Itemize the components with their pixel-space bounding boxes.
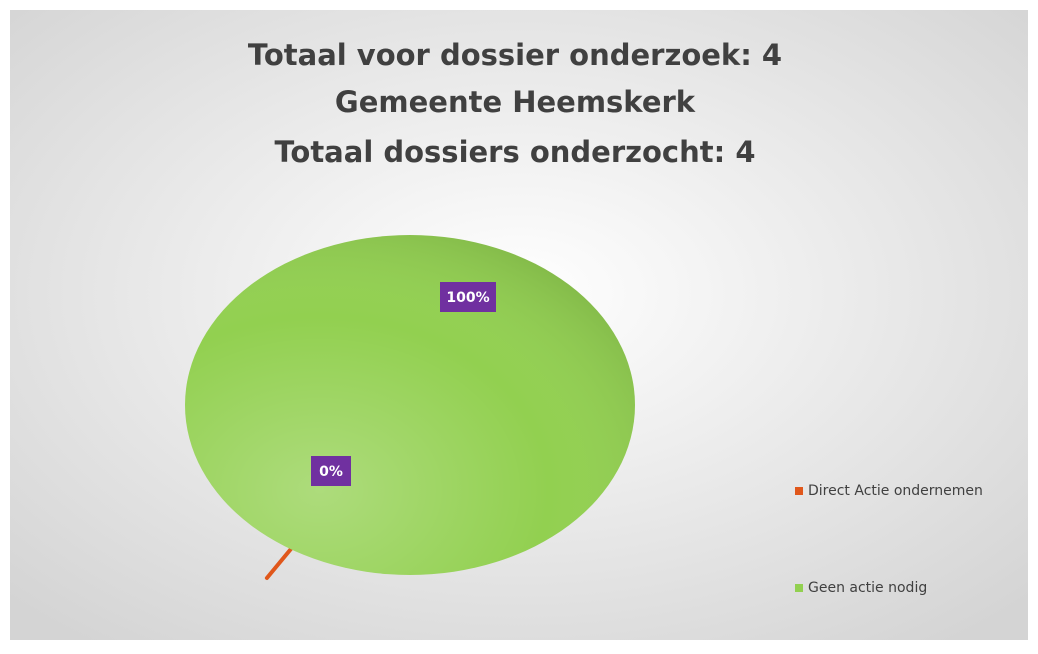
chart-title: Totaal voor dossier onderzoek: 4	[248, 38, 782, 72]
chart-title: Gemeente Heemskerk	[335, 85, 696, 119]
legend-swatch	[795, 584, 803, 592]
legend-swatch	[795, 487, 803, 495]
legend-label: Geen actie nodig	[808, 580, 927, 596]
data-label-box	[311, 456, 351, 486]
chart-title: Totaal dossiers onderzocht: 4	[274, 135, 755, 169]
data-label-box	[440, 282, 496, 312]
data-label: 0%	[319, 464, 343, 480]
legend-label: Direct Actie ondernemen	[808, 483, 983, 499]
pie-slice	[185, 235, 635, 575]
data-label: 100%	[446, 290, 489, 306]
